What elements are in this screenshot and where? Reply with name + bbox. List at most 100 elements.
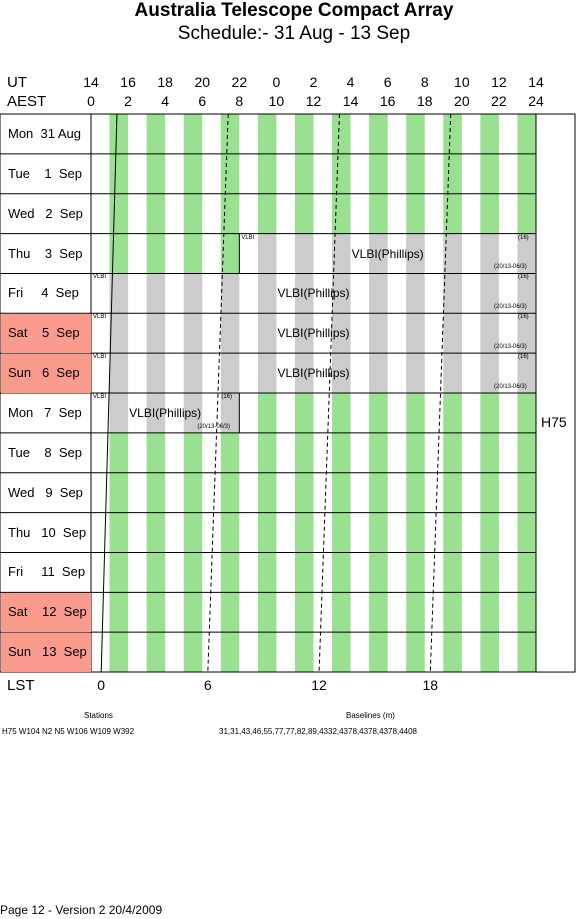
aest-tick-label: 8 [235,93,244,109]
ut-tick-label: 14 [83,74,99,90]
block-stripe [369,353,388,394]
block-stripe [294,233,314,274]
block-ref: (20/13-06/3) [197,423,231,430]
block-ref: (20/13-06/3) [494,344,527,351]
aest-tick-label: 0 [87,93,95,109]
block-ref: (20/13-06/3) [494,384,527,391]
lst-axis-label: LST [7,677,35,694]
block-stripe [480,273,499,314]
ut-axis-label: UT [7,74,27,91]
ut-tick-label: 6 [383,74,392,90]
block-title: VLBI(Phillips) [129,406,202,421]
lst-tick-label: 0 [97,677,106,693]
day-label: Fri 4 Sep [8,285,79,301]
block-stripe [480,313,499,354]
day-label: Mon 31 Aug [8,126,81,141]
block-ref: (20/13-06/3) [494,304,527,311]
block-stripe [183,273,203,314]
block-tag: VLBI [93,314,107,321]
block-stripe [443,313,462,354]
block-stripe [109,353,129,394]
block-code: (16) [518,274,529,281]
ut-tick-label: 20 [194,74,211,90]
day-label: Sat 5 Sep [1,314,91,354]
baselines-value: 31,31,43,46,55,77,77,82,89,4332,4378,437… [219,727,417,736]
block-title: VLBI(Phillips) [277,326,350,341]
block-ref: (20/13-06/3) [494,264,527,271]
block-stripe [406,273,425,314]
ut-tick-label: 18 [157,74,173,90]
block-stripe [369,233,388,274]
block-stripe [109,313,129,354]
block-stripe [146,353,166,394]
block-tag: VLBI [93,394,107,401]
block-title: VLBI(Phillips) [277,286,350,301]
ut-tick-label: 22 [231,74,248,90]
block-stripe [220,313,240,354]
block-title: VLBI(Phillips) [277,366,350,381]
block-stripe [220,353,240,394]
block-stripe [332,353,351,394]
day-label: Wed 2 Sep [8,205,83,221]
stations-header: Stations [84,711,113,720]
block-stripe [517,353,536,394]
block-stripe [257,233,277,274]
aest-tick-label: 10 [268,93,285,109]
block-stripe [257,353,277,394]
lst-tick-label: 12 [311,677,327,693]
block-stripe [183,393,203,433]
config-panel [535,113,576,673]
block-tag: VLBI [241,234,255,241]
block-stripe [369,313,388,354]
aest-axis-label: AEST [7,93,47,110]
block-stripe [294,273,314,314]
aest-tick-label: 14 [342,93,359,109]
block-tag: VLBI [93,274,107,281]
block-stripe [146,393,166,433]
block-stripe [257,273,277,314]
day-label: Sun 13 Sep [1,633,91,673]
day-label: Mon 7 Sep [8,405,82,421]
ut-tick-label: 2 [309,74,318,90]
ut-tick-label: 8 [420,74,429,90]
footer-version: Page 12 - Version 2 20/4/2009 [0,903,163,917]
block-code: (16) [518,234,529,241]
block-title: VLBI(Phillips) [351,246,424,261]
block-stripe [183,353,203,394]
day-label: Fri 11 Sep [8,564,86,580]
block-stripe [517,313,536,354]
ut-tick-label: 14 [528,74,544,90]
day-label: Thu 3 Sep [8,245,83,261]
day-label: Tue 8 Sep [8,444,82,460]
page-subtitle: Schedule:- 31 Aug - 13 Sep [177,23,411,44]
block-stripe [480,233,499,274]
block-stripe [146,313,166,354]
block-stripe [443,273,462,314]
block-stripe [220,393,240,433]
aest-tick-label: 6 [198,93,207,109]
block-stripe [332,273,351,314]
block-stripe [406,313,425,354]
day-label: Sun 6 Sep [1,354,91,394]
block-stripe [369,273,388,314]
block-stripe [257,313,277,354]
lst-line-3 [429,113,452,673]
day-label: Thu 10 Sep [8,524,87,540]
aest-tick-label: 2 [124,93,132,109]
lst-tick-label: 18 [422,677,439,693]
block-code: (16) [518,354,529,361]
lst-line-0 [100,113,118,673]
baselines-header: Baselines (m) [346,711,395,720]
block-code: (16) [518,314,529,321]
block-stripe [294,353,314,394]
ut-tick-label: 12 [491,74,507,90]
block-stripe [517,233,536,274]
day-label: Wed 9 Sep [8,484,83,500]
array-config-label: H75 [541,414,567,430]
block-stripe [443,233,462,274]
block-stripe [517,273,536,314]
block-stripe [109,273,129,314]
block-stripe [406,233,425,274]
block-stripe [480,353,499,394]
block-stripe [146,273,166,314]
